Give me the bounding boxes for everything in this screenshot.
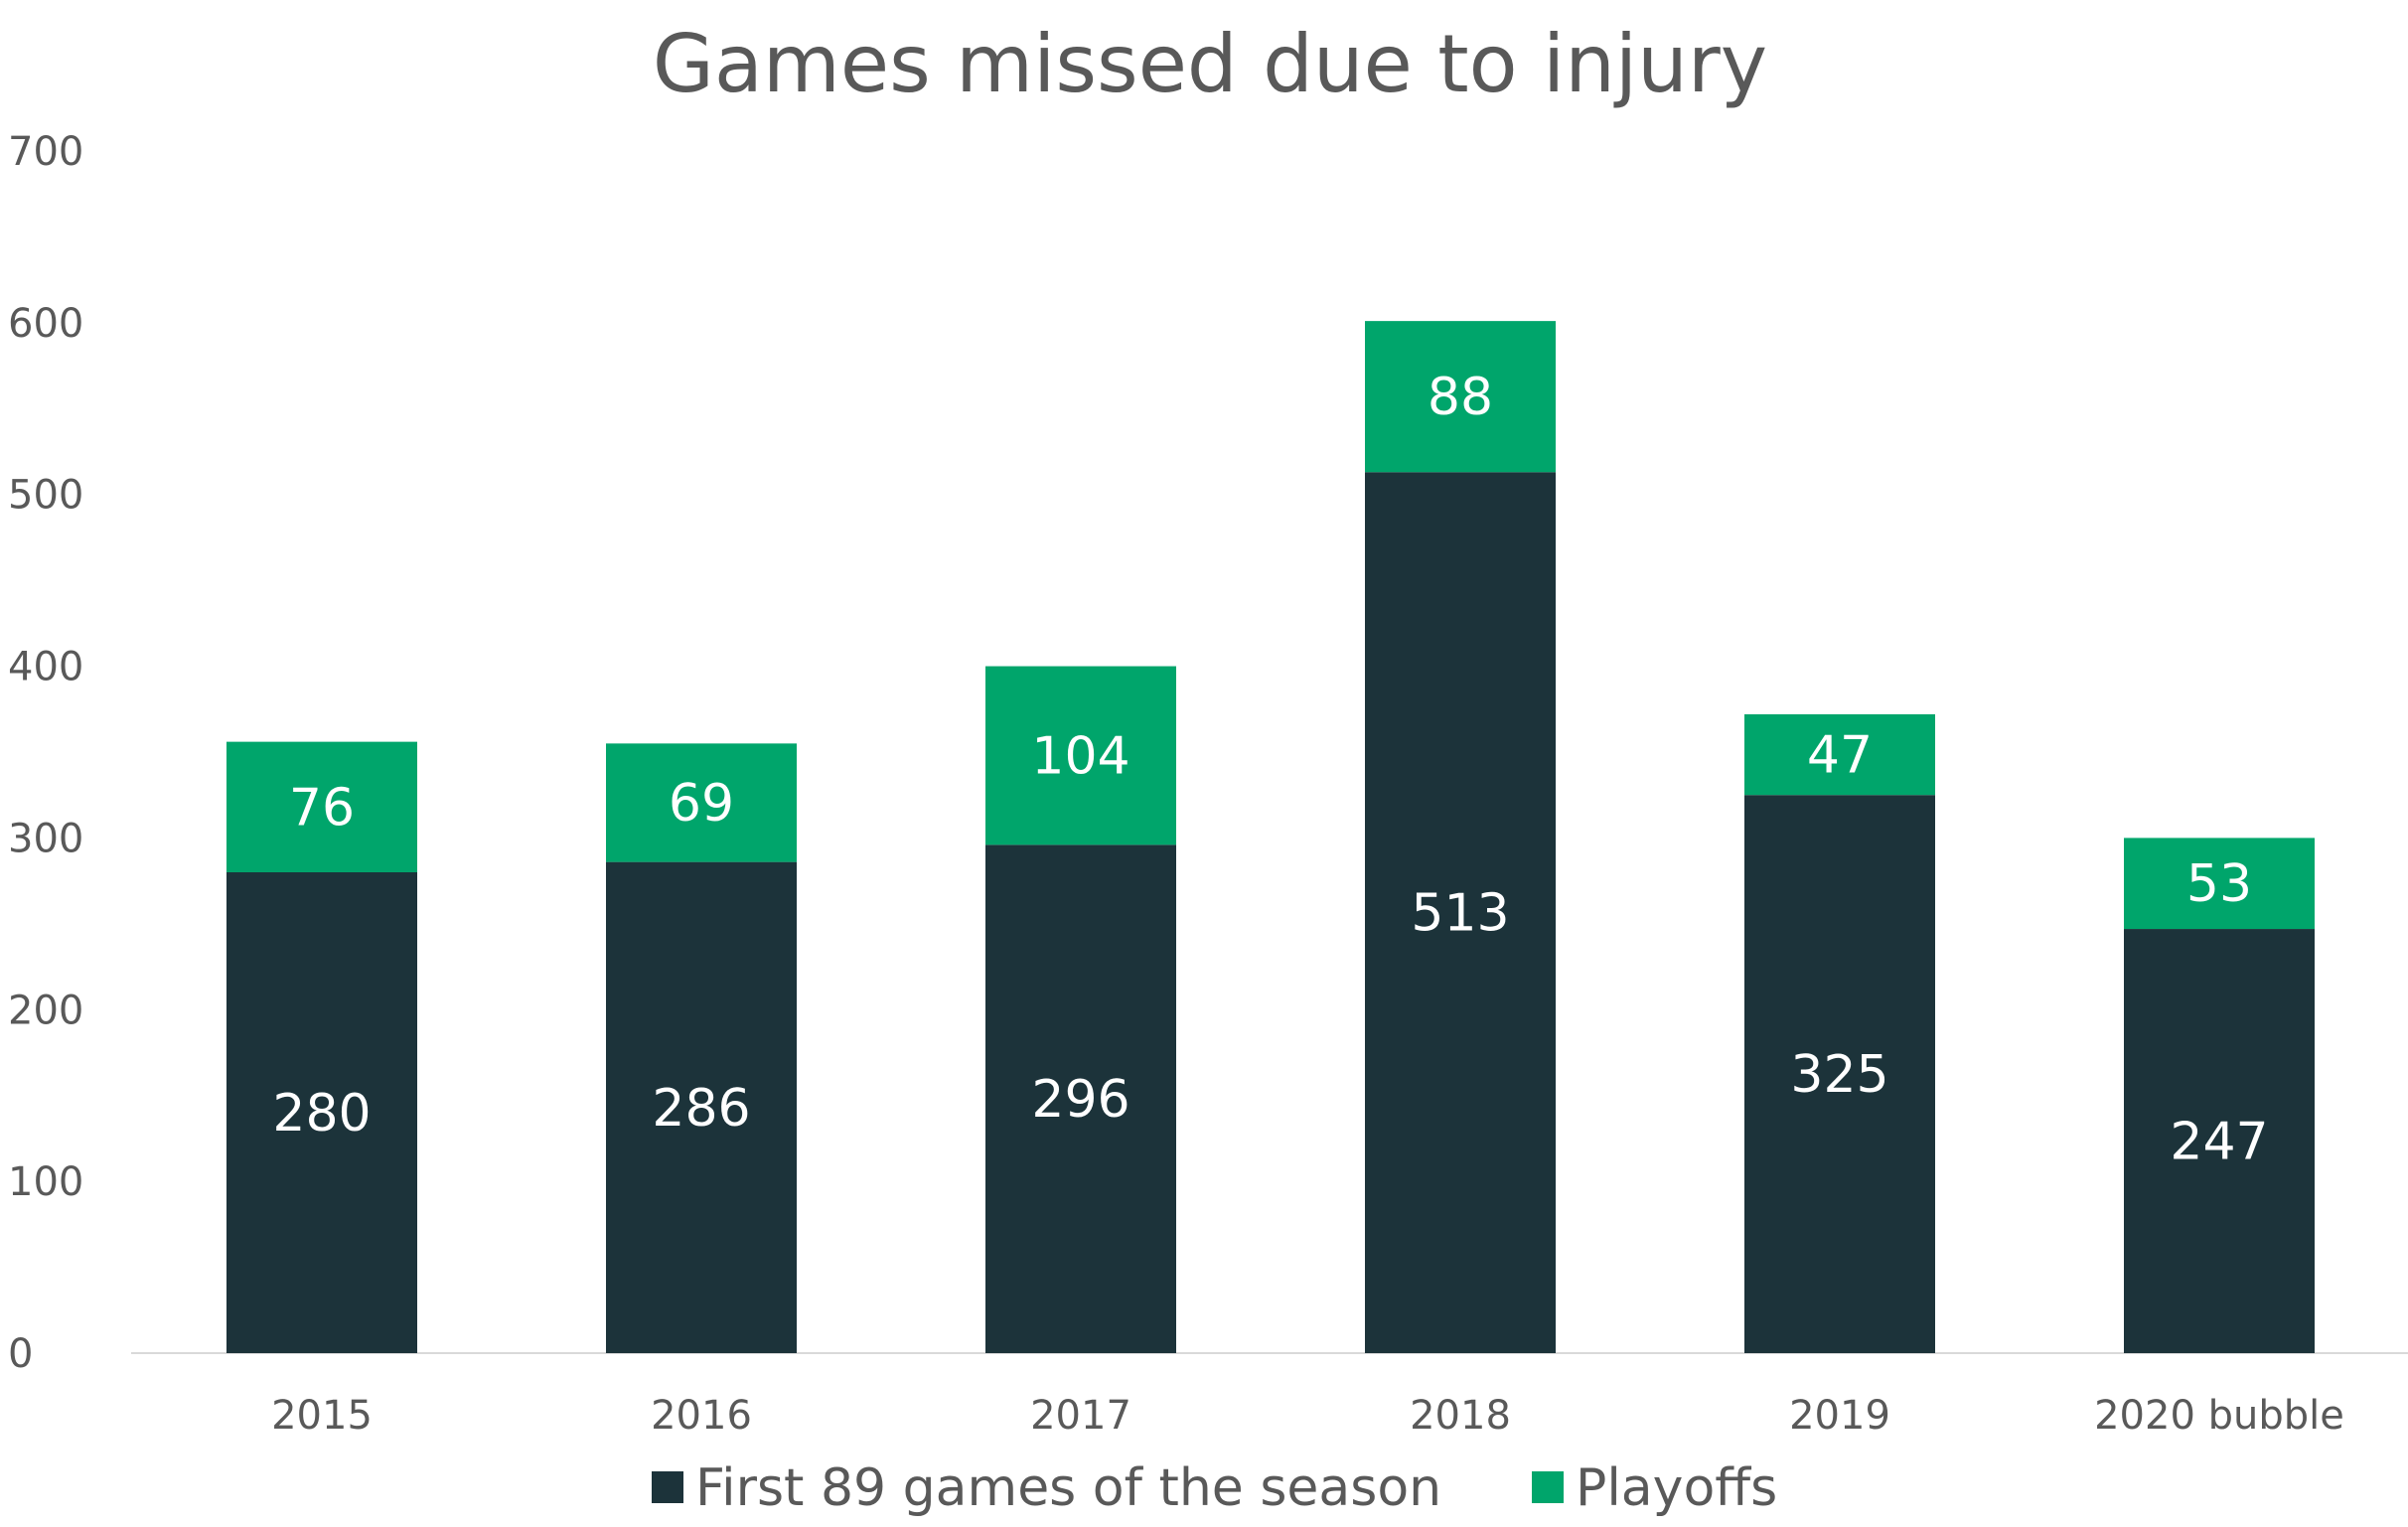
- y-tick-label: 500: [8, 473, 83, 519]
- x-tick-label: 2020 bubble: [2094, 1393, 2344, 1439]
- y-tick-label: 100: [8, 1159, 83, 1205]
- data-label: 53: [2186, 854, 2252, 914]
- data-label: 76: [289, 778, 355, 838]
- x-tick-label: 2018: [1410, 1393, 1511, 1439]
- y-tick-label: 300: [8, 816, 83, 861]
- y-tick-label: 0: [8, 1331, 33, 1377]
- bar-season: [1744, 795, 1935, 1353]
- bar-playoffs: [226, 741, 417, 872]
- data-label: 280: [272, 1084, 371, 1144]
- y-tick-label: 700: [8, 129, 83, 175]
- bar-playoffs: [1365, 321, 1556, 473]
- chart-title: Games missed due to injury: [653, 18, 1767, 110]
- legend: First 89 games of the season Playoffs: [652, 1458, 1777, 1518]
- data-label: 69: [669, 774, 734, 834]
- data-label: 325: [1790, 1045, 1888, 1105]
- bar-season: [2124, 929, 2315, 1353]
- data-label: 47: [1807, 726, 1873, 786]
- bar-season: [985, 844, 1176, 1353]
- y-tick-label: 200: [8, 988, 83, 1033]
- bar-playoffs: [2124, 838, 2315, 930]
- x-axis: 2015 2016 2017 2018 2019 2020 bubble: [271, 1393, 2344, 1439]
- x-tick-label: 2017: [1030, 1393, 1131, 1439]
- bar-playoffs: [1744, 713, 1935, 796]
- legend-label-playoffs: Playoffs: [1576, 1458, 1777, 1518]
- data-label: 286: [652, 1079, 750, 1139]
- bar-season: [1365, 472, 1556, 1353]
- bar-season: [606, 861, 797, 1353]
- y-tick-label: 600: [8, 301, 83, 347]
- y-axis: 0 100 200 300 400 500 600 700: [8, 129, 83, 1377]
- legend-swatch-playoffs: [1532, 1471, 1564, 1503]
- legend-label-season: First 89 games of the season: [695, 1458, 1441, 1518]
- data-label: 513: [1411, 884, 1509, 944]
- x-tick-label: 2016: [651, 1393, 752, 1439]
- bar-playoffs: [606, 743, 797, 862]
- data-label: 104: [1031, 726, 1129, 786]
- legend-swatch-season: [652, 1471, 683, 1503]
- x-tick-label: 2019: [1789, 1393, 1890, 1439]
- x-tick-label: 2015: [271, 1393, 373, 1439]
- data-label: 296: [1031, 1070, 1129, 1130]
- y-tick-label: 400: [8, 645, 83, 690]
- data-label: 88: [1428, 368, 1493, 427]
- data-label: 247: [2170, 1113, 2268, 1172]
- bar-season: [226, 872, 417, 1353]
- bar-playoffs: [985, 666, 1176, 845]
- bars: 280 76 286 69 296 104 513 88 325 47 247 53: [226, 321, 2315, 1353]
